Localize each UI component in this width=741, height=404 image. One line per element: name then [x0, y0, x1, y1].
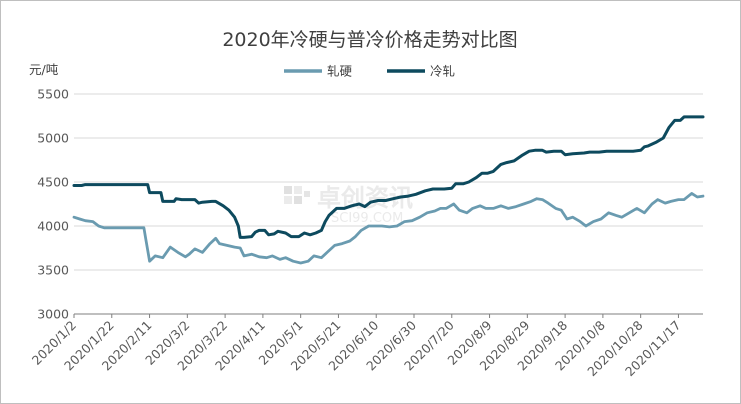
watermark-logo-icon: [284, 186, 310, 204]
series-layer: [72, 115, 705, 265]
y-tick-label: 3000: [37, 307, 69, 322]
y-tick-label: 4000: [37, 219, 69, 234]
legend: 轧硬 冷轧: [284, 64, 455, 79]
y-tick-label: 5000: [37, 131, 69, 146]
x-axis: 2020/1/22020/1/222020/2/112020/3/22020/3…: [29, 313, 703, 379]
y-tick-label: 4500: [37, 175, 69, 190]
y-tick-label: 5500: [37, 87, 69, 102]
y-axis-label: 元/吨: [29, 62, 59, 77]
watermark: 卓创资讯 SCI99.COM: [284, 184, 413, 226]
legend-label: 轧硬: [327, 64, 353, 79]
series-line-2: [72, 115, 705, 239]
y-axis-ticks: 3000 3500 4000 4500 5000 5500: [37, 87, 69, 322]
series-line-1: [72, 192, 705, 265]
watermark-site-text: SCI99.COM: [331, 211, 403, 226]
y-tick-label: 3500: [37, 263, 69, 278]
legend-label: 冷轧: [430, 64, 455, 79]
chart-title: 2020年冷硬与普冷价格走势对比图: [222, 29, 517, 51]
